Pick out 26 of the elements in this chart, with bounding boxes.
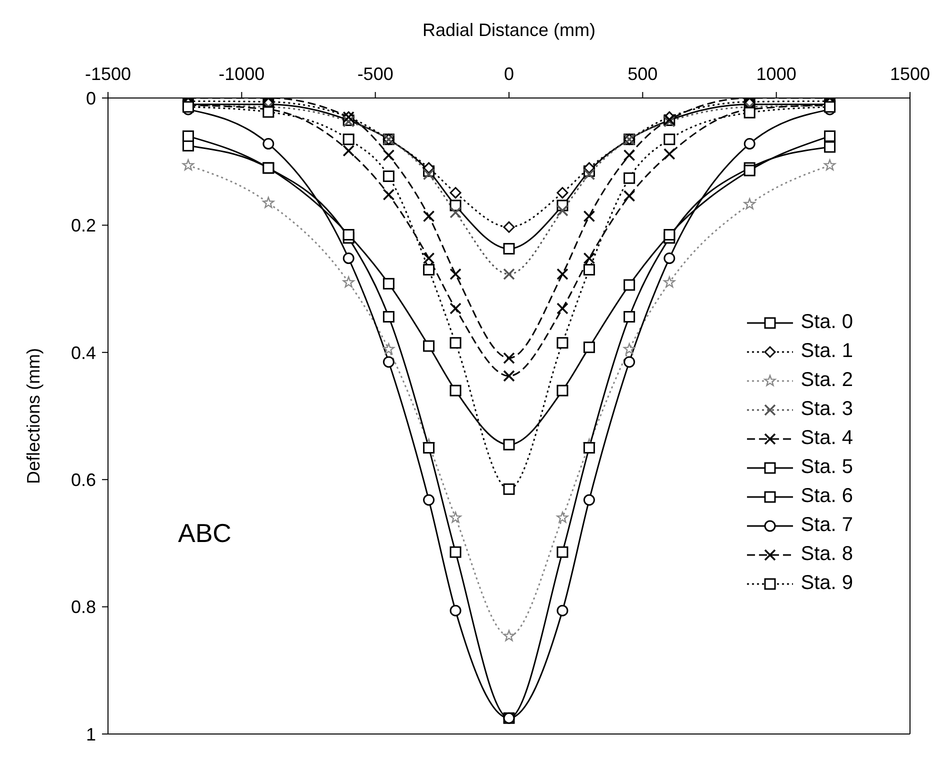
- legend-label: Sta. 1: [800, 340, 853, 363]
- x-axis-title: Radial Distance (mm): [422, 20, 596, 40]
- legend-label: Sta. 7: [800, 514, 853, 537]
- legend-label: Sta. 5: [800, 456, 853, 479]
- legend-label: Sta. 4: [800, 427, 853, 450]
- x-tick-label: 500: [628, 64, 658, 84]
- x-tick-label: -1500: [84, 64, 132, 84]
- legend-label: Sta. 9: [800, 572, 853, 595]
- y-axis-title: Deflections (mm): [23, 348, 44, 484]
- legend-label: Sta. 2: [800, 369, 853, 392]
- y-tick-label: 0: [86, 88, 96, 108]
- legend-label: Sta. 8: [800, 543, 853, 566]
- legend-label: Sta. 6: [800, 485, 853, 508]
- x-tick-label: -500: [357, 64, 394, 84]
- y-tick-label: 0.6: [70, 470, 96, 490]
- x-tick-label: 1500: [890, 64, 930, 84]
- y-tick-label: 0.8: [70, 597, 96, 618]
- x-tick-label: 1000: [756, 64, 796, 84]
- legend-label: Sta. 3: [800, 398, 853, 421]
- y-tick-label: 1: [86, 724, 96, 744]
- y-tick-label: 0.4: [70, 342, 96, 363]
- x-tick-label: 0: [504, 64, 514, 84]
- legend-label: Sta. 0: [800, 311, 853, 334]
- x-tick-label: -1000: [218, 64, 265, 84]
- annotation: ABC: [178, 518, 232, 549]
- y-tick-label: 0.2: [70, 216, 96, 236]
